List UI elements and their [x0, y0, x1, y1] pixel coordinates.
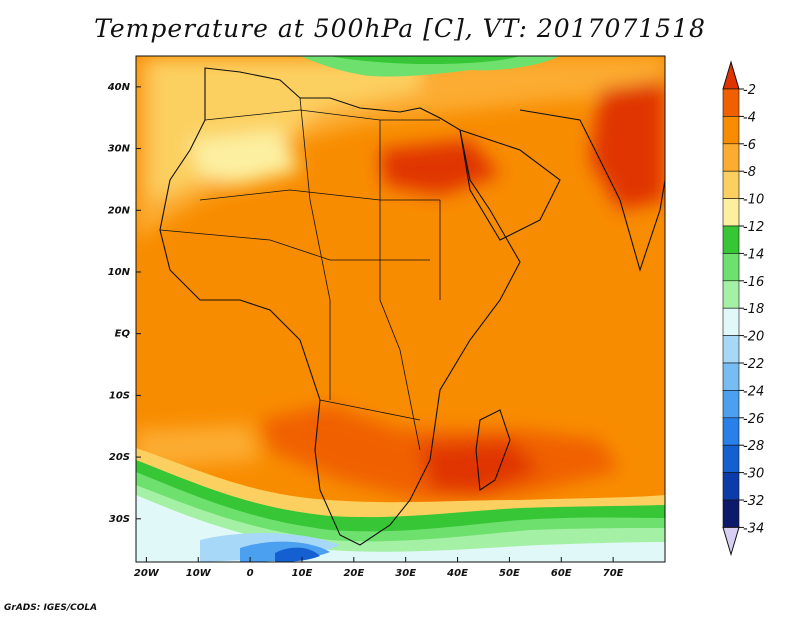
map-title: Temperature at 500hPa [C], VT: 201707151…: [94, 14, 706, 43]
colorbar-label: -12: [743, 220, 764, 235]
lat-tick-label: 30N: [108, 144, 131, 155]
credit-label: GrADS: IGES/COLA: [4, 603, 98, 613]
lon-tick-label: 10E: [292, 568, 313, 579]
colorbar-swatch: [722, 362, 740, 391]
lon-tick-label: 10W: [186, 568, 212, 579]
colorbar-label: -24: [743, 384, 764, 399]
colorbar-swatch: [722, 170, 740, 199]
arabia-coastline: [459, 129, 561, 241]
colorbar-max-arrow: [722, 60, 740, 90]
lon-tick-label: 0: [247, 568, 254, 579]
colorbar-label: -18: [743, 302, 764, 317]
colorbar-label: -10: [743, 193, 764, 208]
colorbar-swatch: [722, 335, 740, 364]
field-region: [420, 440, 540, 495]
colorbar-label: -14: [743, 247, 764, 262]
country-borders: [159, 97, 441, 451]
lon-tick-label: 20E: [343, 568, 364, 579]
lon-tick-label: 50E: [499, 568, 520, 579]
colorbar-swatch: [722, 417, 740, 446]
lat-tick-label: 10S: [109, 390, 130, 401]
field-region: [275, 547, 320, 562]
colorbar-swatch: [722, 143, 740, 172]
axis-ticks: 40N 30N 20N 10N EQ 10S 20S 30S 20W 10W 0 10E 20E 30E 4…: [107, 82, 624, 579]
colorbar-label: -28: [743, 439, 764, 454]
colorbar-label: -32: [743, 494, 764, 509]
lat-tick-label: 20N: [108, 205, 131, 216]
field-region: [190, 130, 300, 185]
colorbar-label: -16: [743, 275, 764, 290]
colorbar-label: -22: [743, 357, 764, 372]
colorbar-swatch: [722, 280, 740, 309]
colorbar-swatch: [722, 499, 740, 528]
colorbar-label: -34: [743, 521, 764, 536]
colorbar-label: -30: [743, 467, 764, 482]
lat-tick-label: 20S: [109, 452, 130, 463]
colorbar-min-arrow: [722, 526, 740, 557]
colorbar-swatch: [722, 225, 740, 254]
contour-field: [136, 56, 665, 562]
colorbar-label: -6: [743, 138, 756, 153]
colorbar-swatch: [722, 472, 740, 501]
field-region: [380, 140, 500, 195]
field-region: [300, 56, 560, 77]
colorbar: -2 -4 -6 -8 -10 -12 -14 -16 -18 -20 -22 -24 -26 -28 -3…: [722, 60, 764, 557]
plot-frame: [135, 55, 666, 563]
coastlines: [159, 67, 665, 546]
colorbar-swatch: [722, 88, 740, 117]
colorbar-swatch: [722, 307, 740, 336]
asia-coastline: [519, 109, 665, 272]
lat-tick-label: 10N: [108, 267, 131, 278]
colorbar-swatch: [722, 116, 740, 145]
field-region: [330, 56, 520, 64]
lat-tick-label: 40N: [107, 82, 131, 93]
lon-tick-label: 30E: [395, 568, 416, 579]
colorbar-swatch: [722, 390, 740, 419]
lon-tick-label: 70E: [603, 568, 624, 579]
lon-tick-label: 60E: [551, 568, 572, 579]
colorbar-label: -2: [743, 83, 756, 98]
lon-tick-label: 20W: [134, 568, 160, 579]
colorbar-label: -8: [743, 165, 756, 180]
africa-coastline: [159, 67, 521, 546]
lon-tick-label: 40E: [446, 568, 468, 579]
colorbar-label: -26: [743, 412, 764, 427]
lat-tick-label: 30S: [109, 514, 130, 525]
madagascar-coastline: [475, 409, 511, 491]
field-region: [136, 425, 260, 470]
colorbar-swatch: [722, 198, 740, 227]
colorbar-label: -20: [743, 330, 764, 345]
colorbar-swatch: [722, 253, 740, 282]
colorbar-swatch: [722, 444, 740, 473]
lat-tick-label: EQ: [115, 329, 131, 340]
colorbar-label: -4: [743, 110, 756, 125]
